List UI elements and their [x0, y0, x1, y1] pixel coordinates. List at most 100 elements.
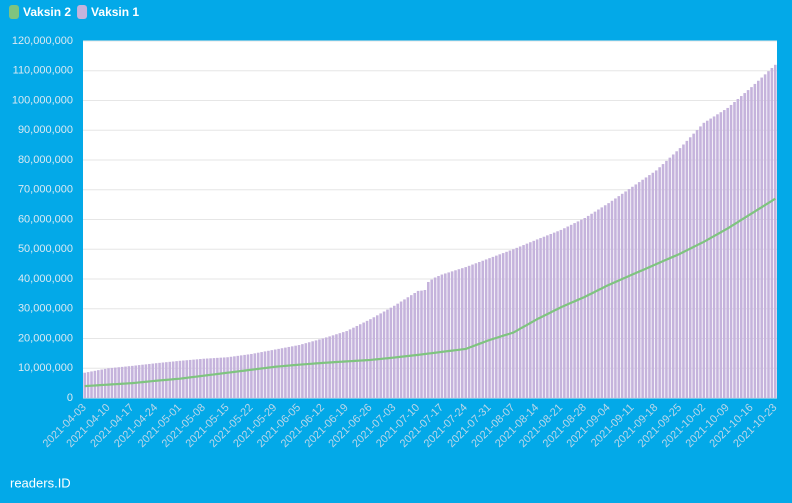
bar	[185, 360, 189, 398]
bar	[202, 358, 206, 398]
bar	[620, 193, 624, 398]
bar	[603, 205, 607, 398]
bar	[127, 366, 131, 398]
y-tick-label: 10,000,000	[18, 362, 73, 374]
bar	[444, 273, 447, 398]
bar	[124, 366, 127, 398]
bar	[610, 200, 614, 398]
bar	[559, 229, 563, 398]
bar	[515, 247, 519, 398]
bar	[590, 213, 593, 398]
bar	[100, 369, 104, 398]
y-tick-label: 60,000,000	[18, 213, 73, 225]
bar	[290, 346, 294, 398]
bar	[586, 215, 590, 398]
bar	[685, 140, 689, 399]
bar	[103, 368, 107, 398]
bar	[481, 260, 485, 398]
bar	[120, 366, 124, 398]
bar	[307, 342, 311, 398]
bar	[311, 341, 314, 398]
bar	[750, 87, 753, 399]
y-tick-label: 100,000,000	[12, 94, 73, 106]
bar	[188, 359, 192, 398]
bar	[226, 357, 229, 398]
bar	[716, 114, 719, 398]
bar	[233, 356, 236, 398]
bar	[763, 74, 767, 399]
bar	[668, 157, 672, 398]
bar	[131, 365, 134, 398]
bar	[665, 160, 668, 398]
bar	[355, 325, 359, 398]
bar	[760, 77, 763, 399]
bar	[386, 309, 389, 398]
bar	[739, 96, 743, 398]
bar	[566, 226, 570, 398]
bar	[498, 254, 502, 398]
bar	[331, 335, 335, 398]
bar	[522, 245, 525, 398]
bar	[467, 265, 471, 398]
legend-label: Vaksin 1	[91, 5, 139, 19]
bar	[495, 255, 498, 398]
bar	[705, 120, 709, 398]
bar	[375, 315, 379, 398]
bar	[284, 347, 287, 398]
bar	[107, 368, 110, 398]
bar	[532, 240, 536, 398]
bar	[389, 307, 393, 398]
bar	[243, 354, 246, 398]
bar	[661, 164, 665, 398]
bar	[216, 357, 219, 398]
bar	[427, 281, 430, 398]
bar	[212, 358, 216, 398]
bar	[648, 175, 651, 398]
bar	[260, 352, 263, 398]
line	[84, 197, 776, 388]
bar	[464, 267, 468, 398]
bar	[396, 303, 399, 398]
bar	[491, 256, 495, 398]
bar	[338, 333, 342, 398]
bar	[287, 346, 291, 398]
y-tick-label: 0	[67, 392, 73, 404]
legend-swatch	[9, 5, 19, 19]
bar	[617, 196, 621, 398]
bar	[641, 179, 644, 398]
bar	[379, 313, 382, 398]
bar	[114, 367, 117, 398]
bar	[372, 317, 376, 398]
bar	[651, 172, 655, 398]
bar	[324, 337, 328, 398]
y-tick-label: 90,000,000	[18, 124, 73, 136]
bar	[117, 367, 121, 398]
bar	[671, 154, 675, 398]
y-tick-label: 80,000,000	[18, 154, 73, 166]
bar	[222, 357, 226, 398]
bar	[433, 277, 437, 398]
bar	[270, 350, 274, 398]
bar	[256, 352, 260, 398]
bar	[450, 271, 454, 398]
bar	[634, 184, 638, 398]
bar	[702, 122, 706, 398]
bar	[624, 191, 627, 398]
bar	[508, 250, 512, 398]
bar	[420, 290, 423, 398]
bar	[549, 233, 553, 398]
bar	[542, 236, 546, 398]
bar	[229, 356, 233, 398]
bar	[512, 249, 515, 398]
bar	[345, 331, 348, 398]
y-tick-label: 120,000,000	[12, 35, 73, 47]
bar	[484, 259, 488, 398]
bar	[675, 151, 678, 398]
bar	[600, 207, 604, 398]
y-tick-label: 110,000,000	[13, 65, 73, 77]
bar	[583, 218, 587, 398]
bar	[576, 221, 580, 398]
bar	[236, 355, 240, 398]
bar	[658, 167, 661, 398]
